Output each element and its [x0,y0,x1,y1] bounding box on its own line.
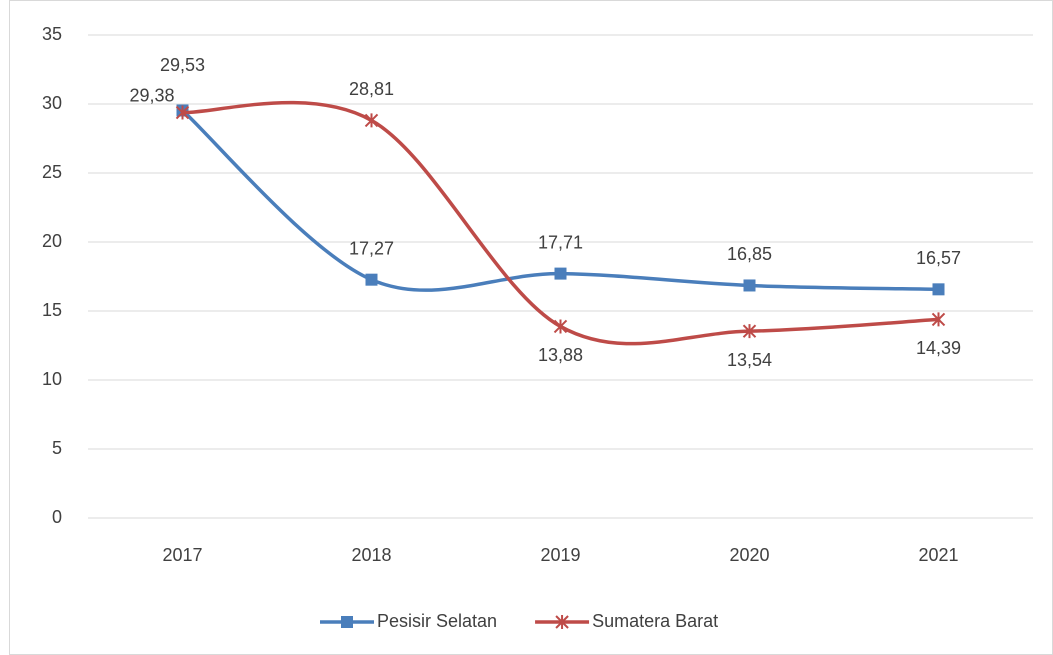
y-tick-label: 5 [52,438,62,458]
marker [175,105,190,120]
marker [555,615,569,629]
y-tick-label: 15 [42,300,62,320]
marker [743,279,756,292]
data-label: 13,88 [538,345,583,365]
data-label: 17,27 [349,238,394,258]
data-label: 29,38 [129,85,174,105]
marker [364,113,379,128]
data-label: 17,71 [538,232,583,252]
legend-label: Sumatera Barat [592,611,718,631]
x-tick-label: 2017 [162,545,202,565]
x-tick-label: 2021 [918,545,958,565]
y-tick-label: 35 [42,24,62,44]
series-line [180,108,941,292]
x-tick-label: 2019 [540,545,580,565]
marker [554,267,567,280]
marker [365,273,378,286]
data-label: 13,54 [727,350,772,370]
data-label: 29,53 [160,55,205,75]
marker [931,312,946,327]
data-label: 16,85 [727,244,772,264]
marker [553,319,568,334]
marker [742,324,757,339]
y-tick-label: 0 [52,507,62,527]
x-tick-label: 2018 [351,545,391,565]
series-line [180,100,941,346]
legend-label: Pesisir Selatan [377,611,497,631]
marker [341,616,353,628]
x-tick-label: 2020 [729,545,769,565]
data-label: 28,81 [349,79,394,99]
data-label: 16,57 [916,248,961,268]
y-tick-label: 30 [42,93,62,113]
y-tick-label: 25 [42,162,62,182]
marker [932,283,945,296]
y-tick-label: 20 [42,231,62,251]
y-tick-label: 10 [42,369,62,389]
data-label: 14,39 [916,338,961,358]
